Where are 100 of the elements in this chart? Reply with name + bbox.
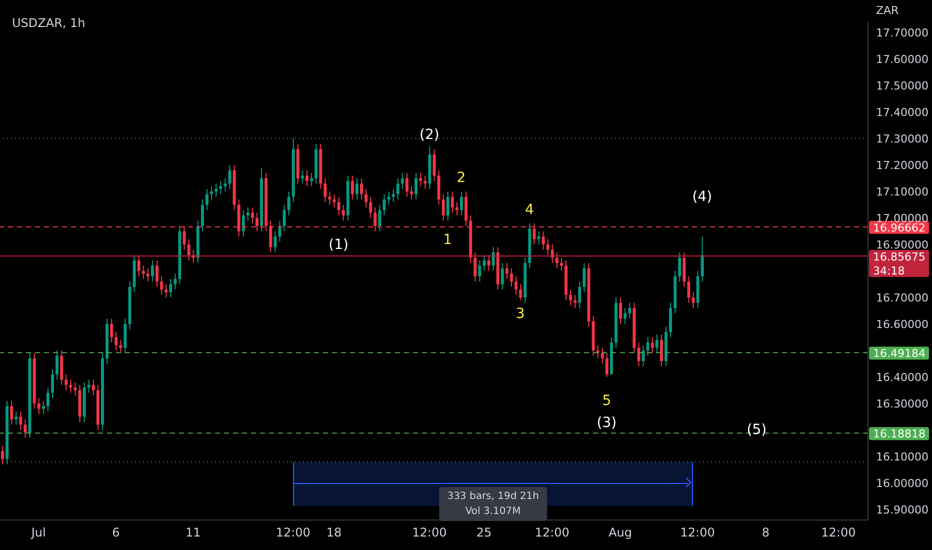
candlestick bbox=[278, 220, 282, 242]
candlestick bbox=[460, 191, 463, 216]
candlestick bbox=[274, 230, 277, 253]
x-tick-label: 18 bbox=[326, 526, 342, 540]
candlestick bbox=[669, 302, 672, 338]
candlestick bbox=[250, 206, 254, 224]
candlestick bbox=[542, 230, 545, 250]
candlestick bbox=[219, 180, 222, 195]
candlestick bbox=[328, 191, 332, 206]
candlestick bbox=[364, 188, 368, 208]
candlestick bbox=[187, 238, 190, 261]
candlestick bbox=[628, 302, 632, 320]
candlestick bbox=[160, 276, 164, 296]
candlestick bbox=[369, 196, 372, 219]
ref-line-label: 16.85675 34:18 bbox=[873, 250, 926, 278]
candlestick bbox=[482, 254, 486, 272]
candlestick bbox=[60, 350, 64, 386]
y-tick-label: 16.40000 bbox=[876, 370, 928, 384]
candlestick bbox=[124, 318, 127, 354]
candlestick bbox=[164, 284, 168, 298]
annotation: 1 bbox=[443, 232, 452, 248]
y-tick-label: 17.40000 bbox=[876, 106, 928, 119]
candlestick bbox=[282, 204, 286, 232]
y-tick-label: 17.30000 bbox=[876, 132, 928, 146]
candlestick bbox=[200, 198, 204, 232]
candlestick bbox=[174, 273, 177, 290]
candlestick bbox=[519, 284, 522, 301]
annotation: (1) bbox=[328, 237, 348, 253]
candlestick bbox=[437, 170, 440, 206]
y-tick-label: 16.60000 bbox=[876, 318, 928, 331]
candlestick bbox=[110, 318, 114, 344]
y-tick-label: 16.90000 bbox=[876, 238, 928, 252]
x-tick-label: 25 bbox=[476, 526, 492, 540]
candlestick bbox=[337, 196, 340, 216]
candlestick bbox=[387, 191, 390, 206]
candlestick bbox=[350, 175, 354, 200]
candlestick bbox=[169, 278, 172, 298]
candlestick bbox=[605, 352, 608, 378]
candlestick bbox=[646, 336, 650, 356]
candlestick bbox=[492, 246, 495, 272]
candlestick bbox=[537, 230, 540, 246]
candlestick bbox=[578, 281, 582, 309]
candlestick bbox=[600, 347, 604, 364]
candlestick bbox=[24, 418, 27, 438]
annotation: (3) bbox=[596, 415, 617, 431]
candlestick bbox=[114, 331, 118, 351]
candlestick bbox=[74, 382, 77, 396]
candlestick bbox=[146, 268, 150, 282]
candlestick bbox=[310, 172, 314, 187]
candlestick bbox=[405, 172, 408, 198]
candlestick bbox=[224, 178, 227, 192]
x-tick-label: 12:00 bbox=[276, 526, 310, 540]
y-tick-label: 17.20000 bbox=[876, 158, 928, 172]
candlestick bbox=[682, 252, 686, 288]
candlestick bbox=[206, 188, 209, 211]
annotation: 4 bbox=[524, 202, 534, 218]
x-tick-label: Jul bbox=[30, 526, 46, 540]
x-tick-label: 12:00 bbox=[412, 526, 447, 540]
y-tick-label: 16.30000 bbox=[876, 397, 928, 410]
candlestick bbox=[42, 400, 45, 415]
ref-line-label: 16.49184 bbox=[873, 347, 926, 360]
candlestick bbox=[360, 178, 364, 200]
candlestick bbox=[10, 400, 14, 426]
candlestick bbox=[555, 252, 558, 269]
candlestick bbox=[569, 289, 572, 306]
y-tick-label: 16.10000 bbox=[876, 450, 928, 464]
candlestick bbox=[64, 374, 68, 391]
x-tick-label: 12:00 bbox=[534, 526, 570, 540]
candlestick bbox=[300, 170, 304, 184]
candlestick bbox=[655, 334, 658, 354]
annotation: 2 bbox=[456, 170, 466, 186]
candlestick bbox=[137, 254, 140, 277]
candlestick bbox=[514, 276, 518, 296]
y-tick-label: 17.70000 bbox=[876, 26, 928, 40]
candlestick bbox=[246, 206, 250, 222]
candlestick bbox=[510, 268, 513, 288]
annotation: (4) bbox=[692, 189, 712, 205]
annotation: (5) bbox=[746, 422, 767, 438]
x-tick-label: 6 bbox=[112, 526, 120, 540]
candlestick bbox=[619, 296, 622, 324]
candlestick bbox=[87, 379, 90, 394]
candlestick bbox=[19, 410, 22, 430]
candlestick bbox=[560, 257, 563, 272]
candlestick bbox=[410, 186, 414, 200]
candlestick bbox=[56, 350, 59, 380]
candlestick bbox=[432, 148, 436, 182]
candlestick bbox=[287, 191, 290, 216]
candlestick bbox=[396, 178, 400, 200]
candlestick bbox=[142, 265, 145, 280]
candlestick bbox=[642, 344, 645, 367]
candlestick bbox=[305, 170, 308, 187]
annotation: 5 bbox=[602, 392, 612, 409]
x-tick-label: 8 bbox=[762, 526, 770, 540]
candlestick bbox=[474, 252, 477, 282]
chart-title: USDZAR, 1h bbox=[12, 16, 86, 30]
annotation: Vol 3.107M bbox=[464, 505, 522, 519]
y-tick-label: 16.00000 bbox=[876, 476, 928, 490]
ref-line-label: 16.96662 bbox=[873, 221, 926, 234]
candlestick bbox=[442, 194, 445, 222]
candlestick bbox=[14, 410, 18, 426]
